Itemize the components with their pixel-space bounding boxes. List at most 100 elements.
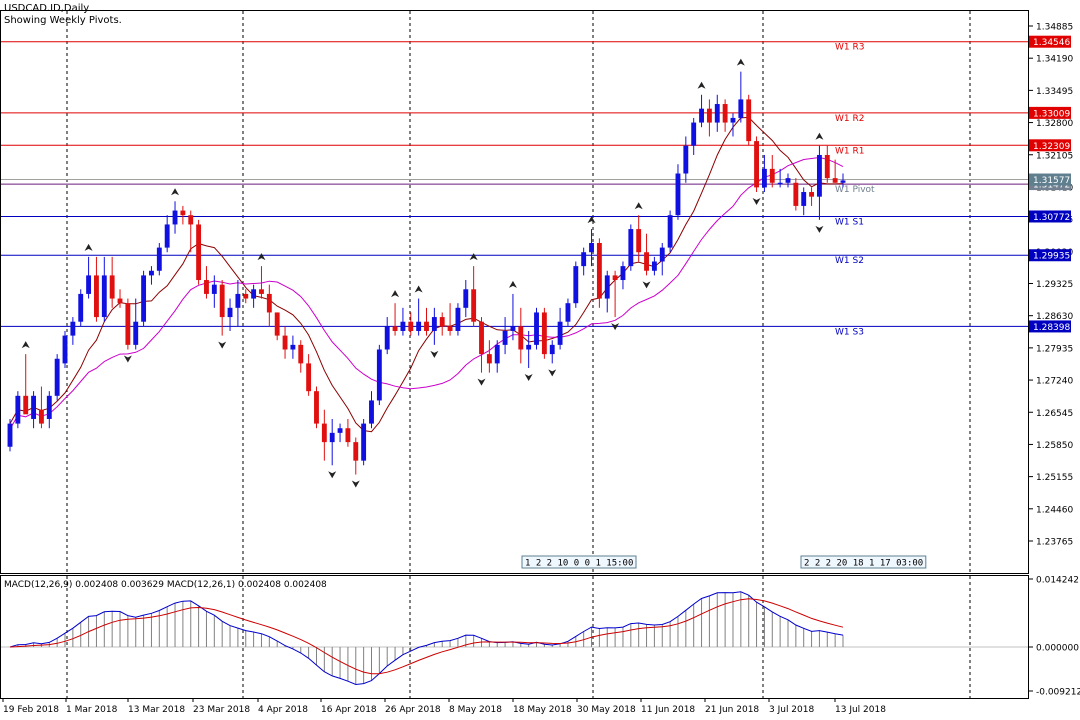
- candle-body: [23, 395, 29, 415]
- candle-body: [337, 428, 343, 433]
- candle-body: [416, 321, 422, 331]
- chart-header: USDCAD.ID,Daily Showing Weekly Pivots.: [4, 3, 122, 27]
- candle-body: [494, 344, 500, 364]
- candle-body: [620, 266, 626, 281]
- candle-body: [7, 423, 13, 447]
- candle-body: [557, 321, 563, 345]
- x-tick-label: 4 Apr 2018: [258, 705, 308, 715]
- price-tick-label: 1.27240: [1036, 377, 1073, 387]
- candle-body: [376, 349, 382, 401]
- pivot-price-text: 1.30772: [1033, 213, 1070, 223]
- candle-body: [70, 321, 76, 336]
- candle-body: [612, 275, 618, 281]
- candle-body: [754, 141, 759, 188]
- candle-body: [188, 215, 194, 225]
- candle-body: [321, 423, 327, 443]
- candle-body: [314, 391, 319, 424]
- x-tick-label: 1 Mar 2018: [66, 705, 118, 715]
- pivot-price-tag: [1029, 210, 1071, 223]
- fractal-up-arrow: [21, 341, 30, 349]
- pivot-price-tag: [1029, 139, 1071, 152]
- price-plot-frame: [0, 10, 1029, 574]
- candle-body: [714, 104, 720, 123]
- pivot-label: W1 R2: [835, 114, 864, 124]
- time-box-2-text: 2 2 2 20 18 1 17 03:00: [804, 559, 923, 569]
- candle-body: [31, 395, 37, 419]
- pivot-price-text: 1.28398: [1033, 323, 1070, 333]
- pivot-price-tag: [1029, 320, 1071, 333]
- fractal-down-arrow: [642, 281, 651, 289]
- fractal-up-arrow: [508, 280, 517, 288]
- x-tick-label: 8 May 2018: [449, 705, 502, 715]
- candle-body: [290, 344, 296, 350]
- candle-body: [824, 154, 830, 179]
- x-tick-label: 18 May 2018: [513, 705, 572, 715]
- fractal-down-arrow: [477, 378, 486, 386]
- time-box-2-frame: [800, 555, 927, 569]
- candle-body: [486, 354, 492, 364]
- candle-body: [510, 326, 516, 331]
- price-tick-label: 1.32800: [1036, 119, 1073, 129]
- candle-body: [392, 326, 398, 331]
- macd-label: MACD(12,26,9) 0.002408 0.003629 MACD(12,…: [4, 580, 327, 590]
- pivot-price-tag: [1029, 249, 1071, 262]
- ma-fast-line: [9, 116, 844, 433]
- macd-main-line: [9, 591, 844, 686]
- candle-body: [683, 145, 689, 174]
- candle-body: [78, 293, 84, 322]
- candle-body: [589, 242, 594, 253]
- candle-body: [746, 99, 752, 142]
- candle-body: [408, 321, 414, 331]
- candle-body: [86, 275, 92, 294]
- candle-body: [274, 312, 280, 336]
- price-tick-label: 1.25155: [1036, 473, 1073, 483]
- time-box-1-text: 1 2 2 10 0 0 1 15:00: [525, 559, 633, 569]
- macd-tick-label: 0.000000: [1036, 644, 1079, 654]
- candle-body: [793, 182, 799, 206]
- price-tick-label: 1.29325: [1036, 280, 1073, 290]
- price-tick-label: 1.34885: [1036, 23, 1073, 33]
- candle-body: [809, 192, 815, 197]
- fractal-down-arrow: [752, 198, 761, 206]
- candle-body: [196, 224, 202, 281]
- candle-body: [738, 99, 744, 118]
- symbol-title: USDCAD.ID,Daily: [4, 3, 90, 14]
- x-tick-label: 21 Jun 2018: [705, 705, 759, 715]
- pivot-price-tag: [1029, 106, 1071, 119]
- fractal-down-arrow: [430, 350, 439, 358]
- candle-body: [101, 275, 107, 318]
- candle-body: [769, 168, 775, 183]
- price-tick-label: 1.32105: [1036, 151, 1073, 161]
- candle-body: [109, 275, 115, 299]
- x-tick-label: 19 Feb 2018: [3, 705, 59, 715]
- candle-body: [644, 252, 649, 271]
- price-tick-label: 1.27935: [1036, 344, 1073, 354]
- candle-body: [581, 252, 587, 267]
- pivot-price-text: 1.33009: [1033, 109, 1070, 119]
- fractal-up-arrow: [84, 243, 93, 251]
- candle-body: [596, 242, 602, 299]
- candle-body: [400, 321, 406, 331]
- candle-body: [761, 168, 767, 188]
- candle-body: [636, 229, 642, 253]
- candle-body: [133, 321, 139, 345]
- fractal-up-arrow: [469, 253, 478, 261]
- x-tick-label: 16 Apr 2018: [321, 705, 377, 715]
- pivot-price-text: 1.34546: [1033, 38, 1070, 48]
- candle-body: [534, 312, 539, 345]
- price-tick-label: 1.24460: [1036, 505, 1073, 515]
- fractal-up-arrow: [391, 290, 400, 298]
- pivot-label: W1 R3: [835, 43, 864, 53]
- candle-body: [227, 307, 233, 318]
- macd-tick-label: 0.014242: [1036, 576, 1079, 586]
- candle-body: [204, 280, 209, 294]
- candle-body: [117, 298, 123, 304]
- candle-body: [46, 395, 52, 419]
- pivot-price-tag: [1029, 35, 1071, 48]
- x-tick-label: 13 Jul 2018: [835, 705, 886, 715]
- price-tick-label: 1.28630: [1036, 312, 1073, 322]
- candle-body: [164, 224, 170, 248]
- fractal-down-arrow: [328, 471, 337, 479]
- candle-body: [353, 442, 359, 461]
- current-price-tag: [1029, 173, 1071, 186]
